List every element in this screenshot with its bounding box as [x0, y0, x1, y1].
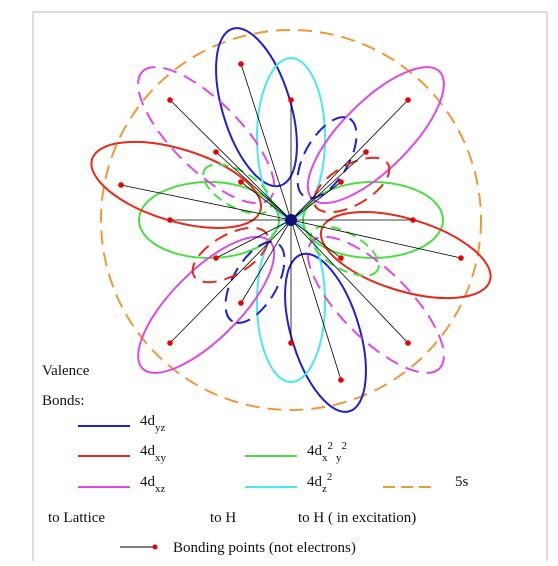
bonding-point — [213, 255, 219, 261]
bond-line — [215, 151, 292, 221]
bonding-point — [288, 97, 294, 103]
legend-label: 4dz2 — [307, 471, 332, 495]
orbitals — [90, 27, 492, 413]
line-style-label: to Lattice — [48, 510, 105, 526]
bond-line — [290, 151, 367, 221]
bonding-point — [238, 179, 244, 185]
orbital-lobe — [224, 240, 286, 324]
bonding-point — [288, 340, 294, 346]
bonding-point — [405, 97, 411, 103]
bonding-point — [338, 377, 344, 383]
bonding-point — [405, 340, 411, 346]
bond-line — [290, 219, 462, 259]
label-part: 5s — [455, 474, 469, 490]
legend-label: 4dxy — [140, 443, 167, 464]
orbital-lobe — [319, 211, 492, 300]
bonding-point — [458, 255, 464, 261]
legend: Valence Bonds: to Lattice to H to H ( in… — [42, 363, 469, 556]
orbital-lobe — [296, 116, 358, 200]
orbital-lobe — [312, 156, 391, 214]
label-part: yz — [155, 422, 166, 434]
label-part: 2 — [327, 471, 333, 483]
orbital-lobe — [202, 163, 273, 215]
bond-line — [290, 219, 342, 381]
orbital-5s — [100, 29, 482, 411]
label-part: x — [322, 452, 328, 464]
label-part: 2 — [328, 440, 334, 452]
label-part: y — [336, 452, 342, 464]
bonding-point — [167, 217, 173, 223]
orbital-lobe — [191, 226, 270, 284]
bond-line — [120, 184, 292, 221]
bond-line — [240, 63, 292, 221]
legend-title: Valence — [42, 363, 90, 379]
legend-title: Bonds: — [42, 393, 85, 409]
bond-line — [169, 219, 292, 344]
label-part: 4d — [307, 474, 323, 490]
bonding-point — [238, 61, 244, 67]
legend-label: 4dx2y2 — [307, 440, 347, 464]
bonding-point — [338, 255, 344, 261]
bonding-points-label: Bonding points (not electrons) — [173, 540, 356, 556]
label-part: 4d — [307, 443, 323, 459]
bond-line — [215, 219, 292, 259]
bond-line — [290, 181, 342, 221]
orbital-lobe — [309, 225, 380, 277]
bonding-point — [363, 149, 369, 155]
orbital-lobe — [215, 27, 298, 188]
label-part: 4d — [140, 443, 156, 459]
bonding-point — [410, 217, 416, 223]
legend-label: 5s — [455, 474, 469, 490]
label-part: z — [322, 483, 327, 495]
bond-line — [240, 181, 292, 221]
bond-line — [169, 99, 292, 221]
nucleus — [285, 214, 297, 226]
bonding-point — [167, 340, 173, 346]
bond-line — [240, 219, 292, 304]
bond-line — [290, 219, 409, 344]
bond-line — [290, 219, 342, 259]
line-style-label: to H — [210, 510, 236, 526]
label-part: 2 — [342, 440, 348, 452]
label-part: 4d — [140, 413, 156, 429]
bonding-point — [338, 179, 344, 185]
bond-point-sample — [152, 544, 158, 550]
bonding-point — [213, 149, 219, 155]
label-part: xz — [155, 483, 166, 495]
orbital-lobe — [90, 140, 263, 229]
bonding-point — [118, 182, 124, 188]
label-part: 4d — [140, 474, 156, 490]
frame — [32, 11, 548, 566]
line-style-label: to H ( in excitation) — [298, 510, 416, 526]
label-part: xy — [155, 452, 167, 464]
legend-label: 4dxz — [140, 474, 166, 495]
bonding-point — [167, 97, 173, 103]
bond-line — [290, 99, 409, 221]
legend-label: 4dyz — [140, 413, 166, 434]
bonding-point — [238, 300, 244, 306]
